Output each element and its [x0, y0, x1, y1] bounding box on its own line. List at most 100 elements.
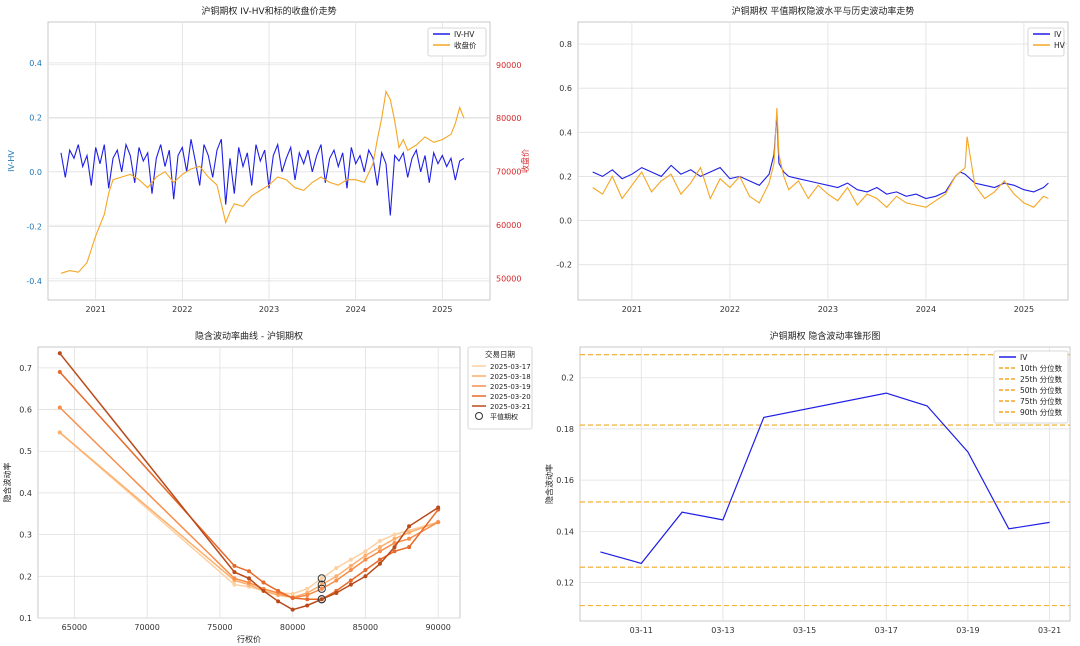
x-tick-label: 80000: [280, 623, 305, 632]
legend-label: IV: [1020, 353, 1028, 362]
series-hv-line: [592, 107, 1049, 209]
y-axis-label: 隐含波动率: [2, 463, 12, 503]
y-tick-label: 0.0: [559, 217, 572, 226]
smile-point: [57, 405, 62, 410]
smile-point: [377, 545, 382, 550]
y-tick-label: 0.7: [19, 364, 32, 373]
x-tick-label: 03-15: [793, 626, 816, 635]
legend-label: 75th 分位数: [1020, 396, 1063, 406]
legend-label: 2025-03-17: [490, 363, 531, 371]
x-tick-label: 2021: [85, 305, 105, 314]
smile-point: [392, 532, 397, 537]
atm-marker: [317, 584, 326, 593]
y-tick-label: 0.4: [29, 59, 42, 68]
y-tick-label: 0.18: [556, 425, 574, 434]
smile-point: [348, 578, 353, 583]
atm-marker: [317, 574, 326, 583]
x-tick-label: 03-17: [875, 626, 898, 635]
smile-point: [407, 530, 412, 535]
smile-point: [290, 595, 295, 600]
legend-label: 25th 分位数: [1020, 374, 1063, 384]
y-tick-label: 0.14: [556, 527, 574, 536]
legend-box: [467, 346, 533, 430]
legend-box: [993, 350, 1069, 424]
smile-point: [319, 576, 324, 581]
smile-point: [247, 580, 251, 585]
x-tick-label: 03-19: [956, 626, 979, 635]
y-tick-label: 0.2: [559, 172, 572, 181]
smile-point: [57, 430, 62, 435]
chart-iv-smile: 65000 70000 75000 80000 85000 90000 0.1 0.2 0.3 0…: [2, 330, 533, 644]
legend-label: 收盘价: [454, 40, 477, 50]
smile-point: [290, 607, 295, 612]
y-tick-label: 0.4: [559, 128, 572, 137]
y2-axis-label: 收盘价: [520, 149, 530, 173]
y-tick-label: 0.6: [559, 84, 572, 93]
x-tick-label: 85000: [353, 623, 378, 632]
legend-label: 2025-03-18: [490, 373, 531, 381]
smile-point: [232, 582, 237, 587]
smile-point: [377, 557, 382, 562]
smile-point: [348, 568, 353, 573]
smile-point: [348, 582, 353, 587]
smile-point: [363, 549, 368, 554]
smile-point: [363, 557, 368, 562]
y-tick-label: -0.2: [26, 222, 42, 231]
series-close-price-line: [60, 89, 465, 274]
plot-area: [577, 21, 1069, 301]
y2-tick-label: 80000: [496, 114, 521, 123]
smile-point: [305, 597, 310, 602]
chart-iv-cone: 03-11 03-13 03-15 03-17 03-19 03-21 0.12 0.14 0.…: [544, 330, 1071, 635]
smile-point: [319, 597, 324, 602]
chart-atm-iv-vs-hv: 2021 2022 2023 2024 2025 -0.2 0.0 0.2 0.4 0.6 0.8 沪…: [556, 5, 1069, 314]
smile-point: [363, 574, 368, 579]
x-tick-label: 75000: [207, 623, 232, 632]
smile-point: [392, 536, 397, 541]
smile-point: [232, 576, 237, 581]
y-tick-label: 0.16: [556, 476, 574, 485]
smile-point: [334, 574, 339, 579]
x-tick-label: 03-11: [630, 626, 653, 635]
y-tick-label: 0.12: [556, 579, 574, 588]
x-tick-label: 70000: [134, 623, 159, 632]
y-axis-label: 隐含波动率: [544, 464, 554, 504]
smile-point: [290, 591, 295, 596]
legend-label: 2025-03-20: [490, 393, 531, 401]
x-tick-label: 65000: [62, 623, 87, 632]
chart-title: 沪铜期权 IV-HV和标的收盘价走势: [201, 5, 336, 17]
smile-point: [392, 549, 397, 554]
smile-point: [392, 540, 397, 545]
x-tick-label: 2024: [916, 305, 936, 314]
smile-point: [348, 557, 353, 562]
x-axis-label: 行权价: [237, 634, 261, 644]
atm-marker: [317, 595, 326, 604]
smile-point: [247, 569, 251, 574]
chart-title: 沪铜期权 隐含波动率锥形图: [770, 330, 881, 342]
smile-point: [232, 570, 237, 575]
legend-label: IV: [1054, 30, 1062, 39]
smile-point: [305, 586, 310, 591]
smile-point: [334, 565, 339, 570]
x-tick-label: 2022: [720, 305, 740, 314]
y-tick-label: 0.1: [19, 614, 32, 623]
y2-tick-label: 50000: [496, 275, 521, 284]
y-tick-label: -0.2: [556, 261, 572, 270]
y-tick-label: 0.3: [19, 531, 32, 540]
y-tick-label: -0.4: [26, 277, 42, 286]
smile-point: [363, 553, 368, 558]
series-iv-line: [592, 114, 1049, 200]
legend-label: 平值期权: [490, 412, 518, 421]
y-tick-label: 0.2: [19, 572, 32, 581]
legend-label: 2025-03-21: [490, 403, 531, 411]
x-tick-label: 2021: [622, 305, 642, 314]
legend-title: 交易日期: [485, 349, 515, 359]
smile-point: [334, 578, 339, 583]
y2-tick-label: 60000: [496, 221, 521, 230]
series-iv-hv-line: [60, 138, 465, 216]
x-tick-label: 90000: [425, 623, 450, 632]
smile-point: [319, 586, 324, 591]
x-tick-label: 2023: [259, 305, 279, 314]
smile-point: [247, 576, 251, 581]
y-tick-label: 0.4: [19, 489, 32, 498]
y-tick-label: 0.0: [29, 168, 42, 177]
